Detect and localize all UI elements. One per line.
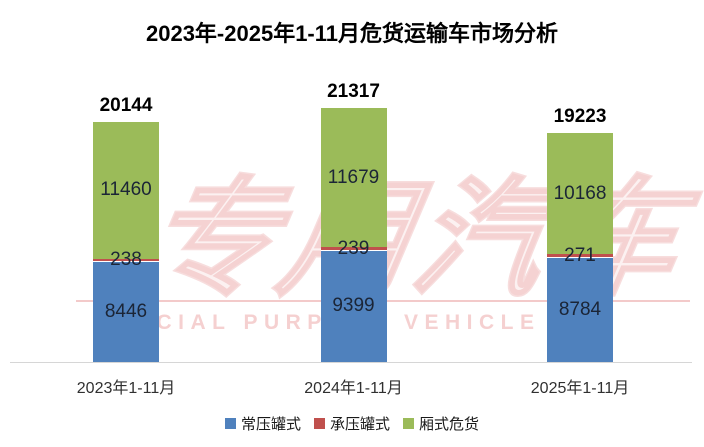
legend-item-0: 常压罐式 bbox=[224, 413, 301, 434]
x-tick-0: 2023年1-11月 bbox=[76, 380, 176, 397]
legend-swatch-1 bbox=[313, 418, 325, 429]
stacked-bar-2: 8784 271 10168 19223 bbox=[547, 106, 613, 362]
bar-0-segment-1: 238 bbox=[93, 249, 159, 270]
bar-1-segment-2-value: 11679 bbox=[327, 166, 380, 188]
stacked-bar-1: 9399 239 11679 21317 bbox=[320, 81, 387, 362]
bar-2-segment-1: 271 bbox=[547, 245, 613, 266]
bar-1-segment-0-value: 9399 bbox=[332, 295, 375, 317]
bar-0-segment-2-value: 11460 bbox=[100, 179, 152, 201]
bar-2-segment-1-value: 271 bbox=[564, 244, 596, 266]
bar-2-segment-0-value: 8784 bbox=[558, 298, 602, 320]
bar-1-total: 21317 bbox=[327, 81, 380, 103]
bar-0-segment-1-value: 238 bbox=[110, 248, 142, 270]
legend-swatch-2 bbox=[403, 418, 414, 429]
bar-0-segment-2: 11460 bbox=[93, 122, 159, 259]
legend-item-2: 厢式危货 bbox=[403, 413, 479, 434]
bar-0-total: 20144 bbox=[99, 95, 153, 116]
bar-0-segment-0-value: 8446 bbox=[104, 300, 148, 322]
bar-2-segment-0: 8784 bbox=[547, 257, 613, 362]
x-tick-1: 2024年1-11月 bbox=[304, 380, 403, 397]
legend-label-1: 承压罐式 bbox=[329, 416, 390, 433]
bar-1-segment-2: 11679 bbox=[320, 108, 387, 248]
x-tick-2: 2025年1-11月 bbox=[530, 380, 630, 397]
chart-legend: 常压罐式 承压罐式 厢式危货 bbox=[0, 413, 704, 434]
legend-label-0: 常压罐式 bbox=[240, 416, 301, 433]
x-axis-line bbox=[10, 362, 692, 363]
legend-item-1: 承压罐式 bbox=[313, 413, 390, 434]
bar-2-segment-2-value: 10168 bbox=[553, 182, 607, 204]
bar-2-segment-2: 10168 bbox=[547, 132, 613, 255]
stacked-bar-0: 8446 238 11460 20144 bbox=[93, 95, 159, 362]
bar-1-segment-0: 9399 bbox=[320, 250, 387, 362]
bar-1-segment-1: 239 bbox=[320, 238, 387, 259]
bar-2-total: 19223 bbox=[553, 105, 607, 127]
chart-title: 2023年-2025年1-11月危货运输车市场分析 bbox=[145, 21, 559, 46]
legend-label-2: 厢式危货 bbox=[419, 416, 480, 433]
legend-swatch-0 bbox=[224, 418, 236, 429]
bar-0-segment-0: 8446 bbox=[93, 261, 159, 362]
bar-1-segment-1-value: 239 bbox=[337, 237, 370, 259]
